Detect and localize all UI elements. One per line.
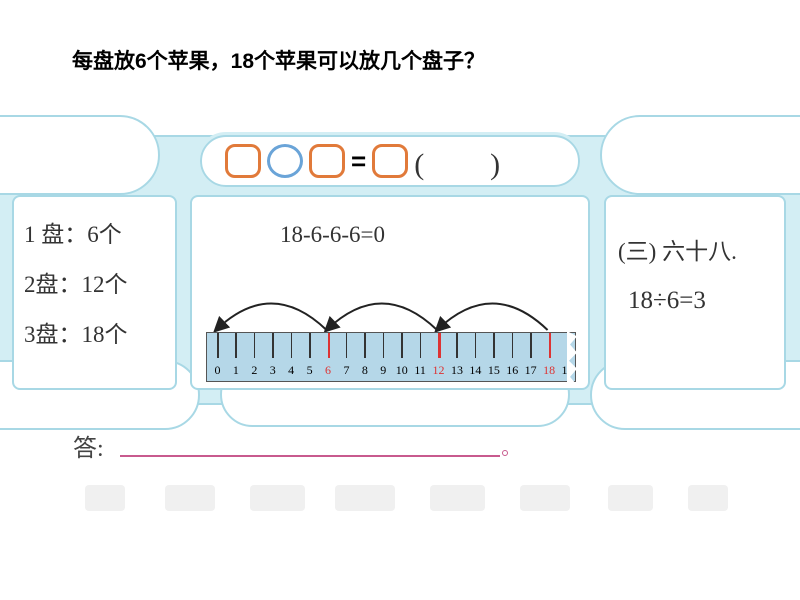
eq-box-3[interactable] <box>372 144 408 178</box>
eq-circle[interactable] <box>267 144 303 178</box>
question-text: 每盘放6个苹果，18个苹果可以放几个盘子？ <box>72 45 485 75</box>
subtraction-text: 18-6-6-6=0 <box>280 222 385 248</box>
equation-boxes: = ( ) <box>225 142 555 180</box>
equals-sign: = <box>351 146 366 177</box>
answer-label: 答: <box>73 428 104 463</box>
jump-arcs <box>206 282 576 332</box>
number-ruler: 012345678910111213141516171819 <box>206 332 576 382</box>
left-line-2: 2盘：12个 <box>24 265 128 299</box>
right-line-1: (三) 六十八. <box>618 232 737 266</box>
answer-line[interactable] <box>120 455 500 457</box>
right-line-2: 18÷6=3 <box>628 287 706 315</box>
left-line-1: 1 盘：6个 <box>24 215 122 249</box>
left-line-3: 3盘：18个 <box>24 315 128 349</box>
worksheet-panel: = ( ) 1 盘：6个 2盘：12个 3盘：18个 18-6-6-6=0 01… <box>0 135 800 405</box>
eq-box-1[interactable] <box>225 144 261 178</box>
eq-box-2[interactable] <box>309 144 345 178</box>
cutoff-shadows <box>0 485 800 600</box>
paren-blank[interactable]: ( ) <box>414 139 518 183</box>
answer-period <box>502 450 508 456</box>
